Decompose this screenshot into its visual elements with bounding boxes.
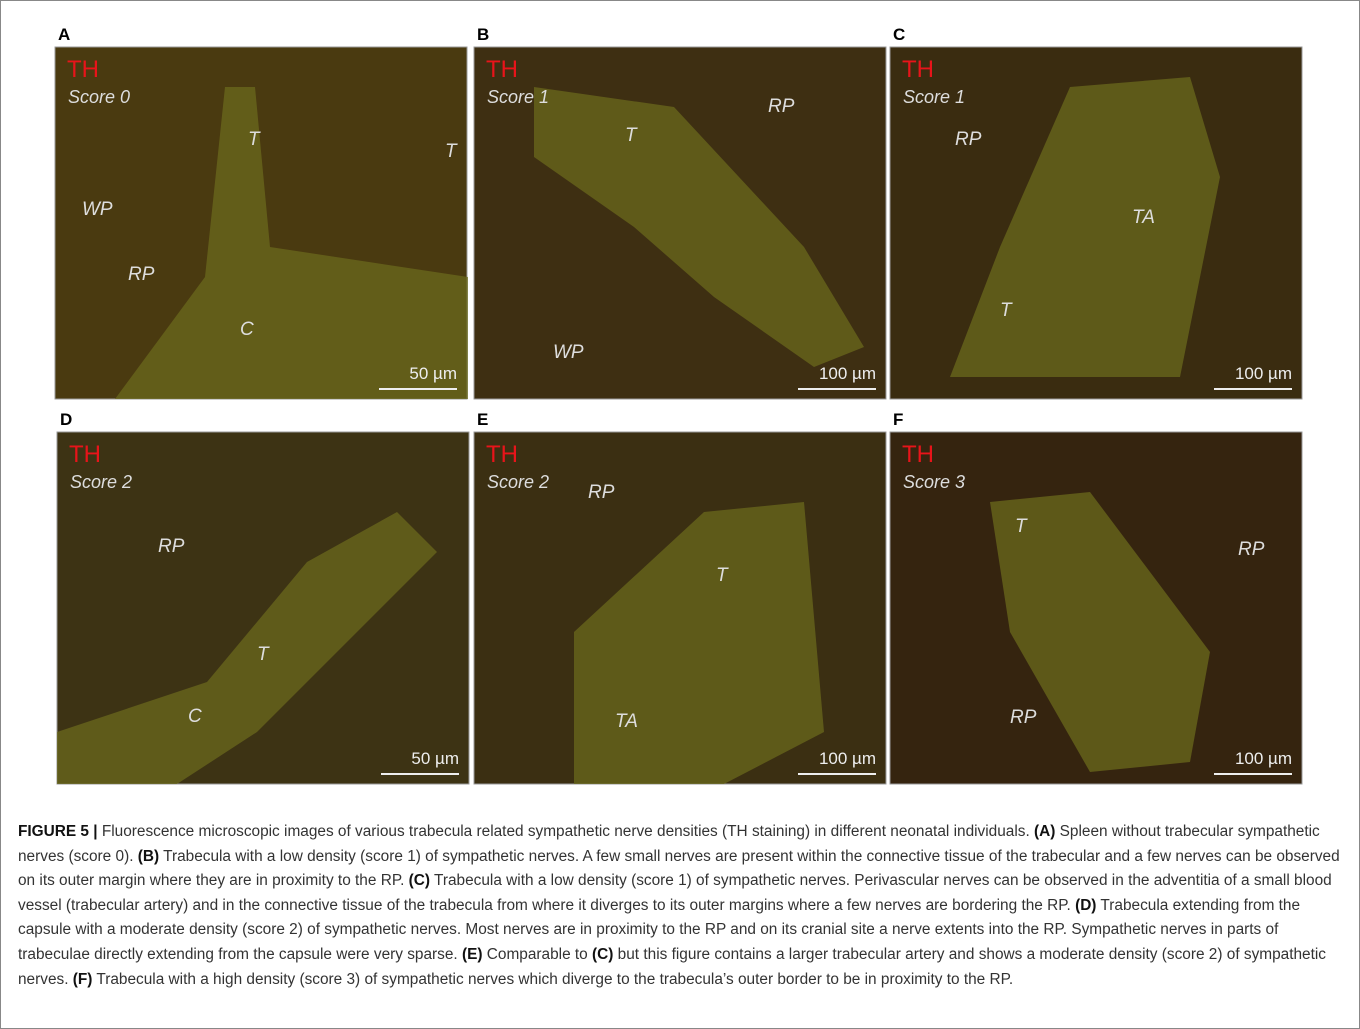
stain-label: TH — [902, 56, 934, 83]
stain-label: TH — [67, 56, 99, 83]
scale-bar-label: 100 µm — [819, 364, 876, 383]
score-label: Score 0 — [68, 87, 130, 107]
figure: A TH Score 0 T T WP RP C 50 µm B TH Score 1 T RP WP 100… — [0, 0, 1360, 800]
panel-letter: C — [893, 25, 905, 44]
region-label: RP — [588, 482, 615, 503]
panel-image: TH Score 2 RP T C 50 µm — [57, 432, 469, 784]
panel-image: TH Score 1 RP TA T 100 µm — [890, 47, 1302, 399]
scale-bar-label: 100 µm — [1235, 749, 1292, 768]
stain-label: TH — [69, 441, 101, 468]
scale-bar-label: 50 µm — [411, 749, 459, 768]
caption: FIGURE 5 | Fluorescence microscopic imag… — [18, 820, 1343, 992]
score-label: Score 2 — [487, 472, 549, 492]
region-label: C — [240, 319, 254, 340]
caption-text: Comparable to — [483, 946, 593, 963]
region-label: T — [716, 565, 729, 586]
region-label: T — [1000, 300, 1013, 321]
score-label: Score 1 — [903, 87, 965, 107]
panel-letter: F — [893, 410, 903, 429]
caption-text: Trabecula with a high density (score 3) … — [92, 971, 1013, 988]
panel-letter: E — [477, 410, 488, 429]
region-label: WP — [82, 199, 113, 220]
region-label: RP — [1238, 539, 1265, 560]
region-label: T — [445, 141, 458, 162]
region-label: RP — [128, 264, 155, 285]
region-label: RP — [1010, 707, 1037, 728]
region-label: C — [188, 706, 202, 727]
caption-bold: (D) — [1075, 897, 1096, 914]
caption-bold: FIGURE 5 | — [18, 823, 98, 840]
region-label: TA — [615, 711, 638, 732]
scale-bar-label: 50 µm — [409, 364, 457, 383]
panel-letter: D — [60, 410, 72, 429]
panel-image: TH Score 1 T RP WP 100 µm — [474, 47, 886, 399]
caption-text: Fluorescence microscopic images of vario… — [98, 823, 1034, 840]
score-label: Score 1 — [487, 87, 549, 107]
panel-image: TH Score 3 T RP RP 100 µm — [890, 432, 1302, 784]
region-label: RP — [158, 536, 185, 557]
panel-image: TH Score 0 T T WP RP C 50 µm — [55, 47, 468, 399]
panel-letter: A — [58, 25, 70, 44]
stain-label: TH — [486, 441, 518, 468]
score-label: Score 2 — [70, 472, 132, 492]
region-label: RP — [768, 96, 795, 117]
caption-bold: (A) — [1034, 823, 1055, 840]
caption-bold: (C) — [409, 872, 430, 889]
caption-bold: (B) — [138, 848, 159, 865]
region-label: T — [1015, 516, 1028, 537]
caption-bold: (C) — [592, 946, 613, 963]
region-label: RP — [955, 129, 982, 150]
stain-label: TH — [902, 441, 934, 468]
scale-bar-label: 100 µm — [1235, 364, 1292, 383]
region-label: T — [625, 125, 638, 146]
panel-letter: B — [477, 25, 489, 44]
region-label: T — [248, 129, 261, 150]
scale-bar-label: 100 µm — [819, 749, 876, 768]
stain-label: TH — [486, 56, 518, 83]
region-label: TA — [1132, 207, 1155, 228]
region-label: WP — [553, 342, 584, 363]
caption-bold: (E) — [462, 946, 483, 963]
score-label: Score 3 — [903, 472, 965, 492]
region-label: T — [257, 644, 270, 665]
caption-bold: (F) — [73, 971, 93, 988]
panel-image: TH Score 2 RP T TA 100 µm — [474, 432, 886, 784]
